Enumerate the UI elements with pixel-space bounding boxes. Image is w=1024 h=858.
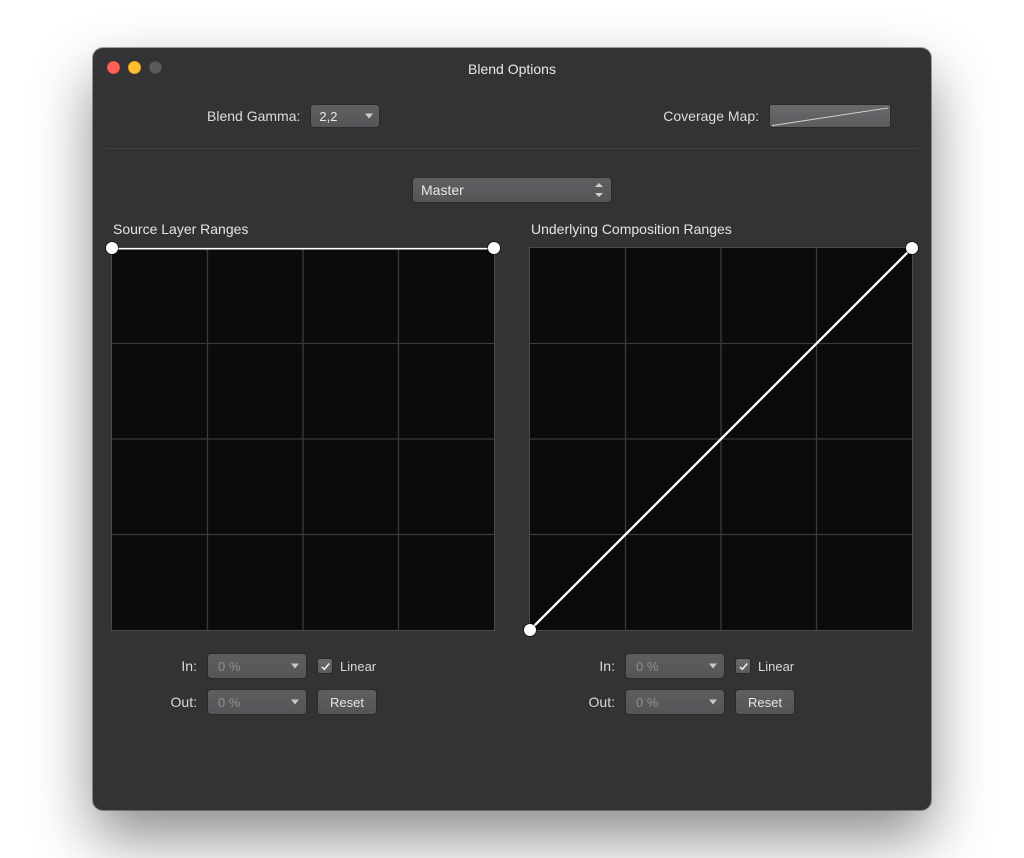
source-controls: In: 0 % Linear Out: 0 % <box>111 653 495 715</box>
underlying-out-value: 0 % <box>636 695 658 710</box>
titlebar: Blend Options <box>93 48 931 90</box>
source-out-value: 0 % <box>218 695 240 710</box>
underlying-in-value: 0 % <box>636 659 658 674</box>
channel-value: Master <box>421 182 464 198</box>
chevron-down-icon <box>365 114 373 119</box>
chevron-down-icon <box>709 700 717 705</box>
linear-label: Linear <box>758 659 794 674</box>
underlying-controls: In: 0 % Linear Out: 0 % <box>529 653 913 715</box>
out-label: Out: <box>111 694 197 710</box>
coverage-map-button[interactable] <box>769 104 891 128</box>
source-reset-button[interactable]: Reset <box>317 689 377 715</box>
window-title: Blend Options <box>468 61 556 77</box>
in-label: In: <box>529 658 615 674</box>
checkbox-box <box>735 658 751 674</box>
channel-row: Master <box>93 149 931 221</box>
source-in-value: 0 % <box>218 659 240 674</box>
checkbox-box <box>317 658 333 674</box>
underlying-in-select[interactable]: 0 % <box>625 653 725 679</box>
check-icon <box>738 661 749 672</box>
coverage-map-label: Coverage Map: <box>663 108 759 124</box>
minimize-icon[interactable] <box>128 61 141 74</box>
underlying-out-select[interactable]: 0 % <box>625 689 725 715</box>
blend-gamma-label: Blend Gamma: <box>207 108 300 124</box>
chevron-down-icon <box>291 664 299 669</box>
check-icon <box>320 661 331 672</box>
linear-label: Linear <box>340 659 376 674</box>
updown-icon <box>595 184 603 196</box>
top-options-row: Blend Gamma: 2,2 Coverage Map: <box>93 90 931 148</box>
traffic-lights <box>107 61 162 74</box>
underlying-title: Underlying Composition Ranges <box>531 221 913 237</box>
blend-gamma-value: 2,2 <box>319 109 337 124</box>
underlying-reset-button[interactable]: Reset <box>735 689 795 715</box>
blend-gamma-select[interactable]: 2,2 <box>310 104 380 128</box>
source-layer-title: Source Layer Ranges <box>113 221 495 237</box>
underlying-graph[interactable] <box>529 247 913 631</box>
source-layer-graph[interactable] <box>111 247 495 631</box>
close-icon[interactable] <box>107 61 120 74</box>
source-in-select[interactable]: 0 % <box>207 653 307 679</box>
underlying-panel: Underlying Composition Ranges In: 0 % <box>529 221 913 725</box>
zoom-icon <box>149 61 162 74</box>
underlying-linear-checkbox[interactable]: Linear <box>735 658 794 674</box>
in-label: In: <box>111 658 197 674</box>
curve-handle[interactable] <box>106 242 118 254</box>
curve-handle[interactable] <box>488 242 500 254</box>
source-out-select[interactable]: 0 % <box>207 689 307 715</box>
channel-select[interactable]: Master <box>412 177 612 203</box>
chevron-down-icon <box>291 700 299 705</box>
chevron-down-icon <box>709 664 717 669</box>
source-layer-panel: Source Layer Ranges In: 0 % <box>111 221 495 725</box>
out-label: Out: <box>529 694 615 710</box>
blend-options-window: Blend Options Blend Gamma: 2,2 Coverage … <box>93 48 931 810</box>
source-linear-checkbox[interactable]: Linear <box>317 658 376 674</box>
curve-handle[interactable] <box>906 242 918 254</box>
curve-handle[interactable] <box>524 624 536 636</box>
range-panels: Source Layer Ranges In: 0 % <box>93 221 931 725</box>
